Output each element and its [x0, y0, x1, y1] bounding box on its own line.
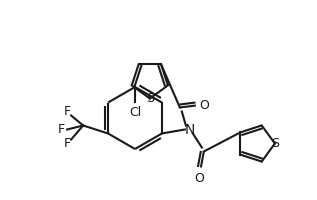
Text: N: N: [185, 122, 195, 136]
Text: F: F: [64, 105, 71, 118]
Text: F: F: [64, 137, 71, 150]
Text: S: S: [146, 92, 154, 105]
Text: F: F: [58, 123, 65, 136]
Text: O: O: [194, 172, 204, 185]
Text: Cl: Cl: [129, 106, 141, 118]
Text: S: S: [271, 137, 279, 150]
Text: O: O: [199, 99, 209, 112]
